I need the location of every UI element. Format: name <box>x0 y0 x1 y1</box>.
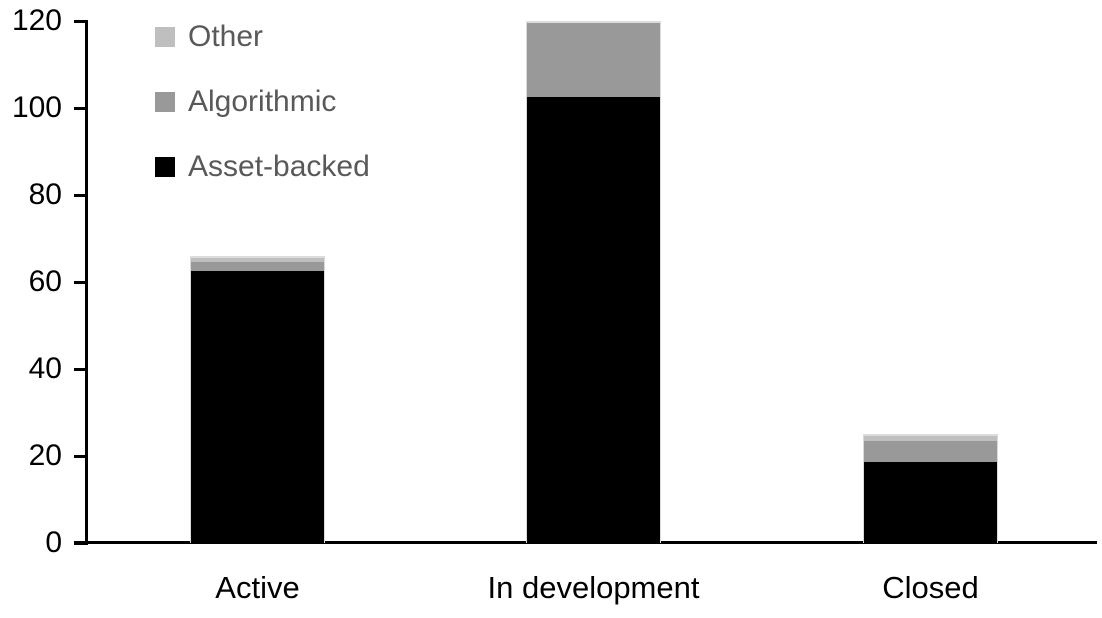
y-axis-tick-label: 80 <box>28 178 62 211</box>
bar-closed <box>863 434 998 543</box>
y-axis-tick <box>74 281 88 284</box>
bar-segment-algorithmic <box>527 23 660 97</box>
y-axis-tick-label: 120 <box>11 4 62 37</box>
y-axis-tick-label: 0 <box>45 526 62 559</box>
legend-swatch-algorithmic <box>155 92 175 112</box>
legend-label-asset-backed: Asset-backed <box>188 150 370 183</box>
y-axis-tick-label: 60 <box>28 265 62 298</box>
y-axis-tick <box>74 368 88 371</box>
bar-segment-algorithmic <box>864 440 997 462</box>
bar-segment-asset-backed <box>864 461 997 543</box>
x-axis-label-active: Active <box>215 570 300 605</box>
y-axis-tick <box>74 542 88 545</box>
legend-label-other: Other <box>188 20 264 53</box>
bar-segment-asset-backed <box>191 270 324 543</box>
x-axis-label-in-development: In development <box>487 570 700 605</box>
bar-segment-asset-backed <box>527 96 660 543</box>
y-axis-tick <box>74 455 88 458</box>
x-axis-label-closed: Closed <box>882 570 979 605</box>
bar-segment-algorithmic <box>191 262 324 271</box>
legend-swatch-other <box>155 27 175 47</box>
legend-swatch-asset-backed <box>155 157 175 177</box>
bar-segment-other <box>191 257 324 263</box>
y-axis-tick <box>74 20 88 23</box>
bar-active <box>190 255 325 543</box>
y-axis-tick <box>74 107 88 110</box>
y-axis-tick <box>74 194 88 197</box>
y-axis-tick-label: 40 <box>28 352 62 385</box>
legend-label-algorithmic: Algorithmic <box>188 85 337 118</box>
y-axis-tick-label: 100 <box>11 91 62 124</box>
y-axis-tick-label: 20 <box>28 439 62 472</box>
bar-in-development <box>526 21 661 543</box>
bar-segment-other <box>864 436 997 441</box>
